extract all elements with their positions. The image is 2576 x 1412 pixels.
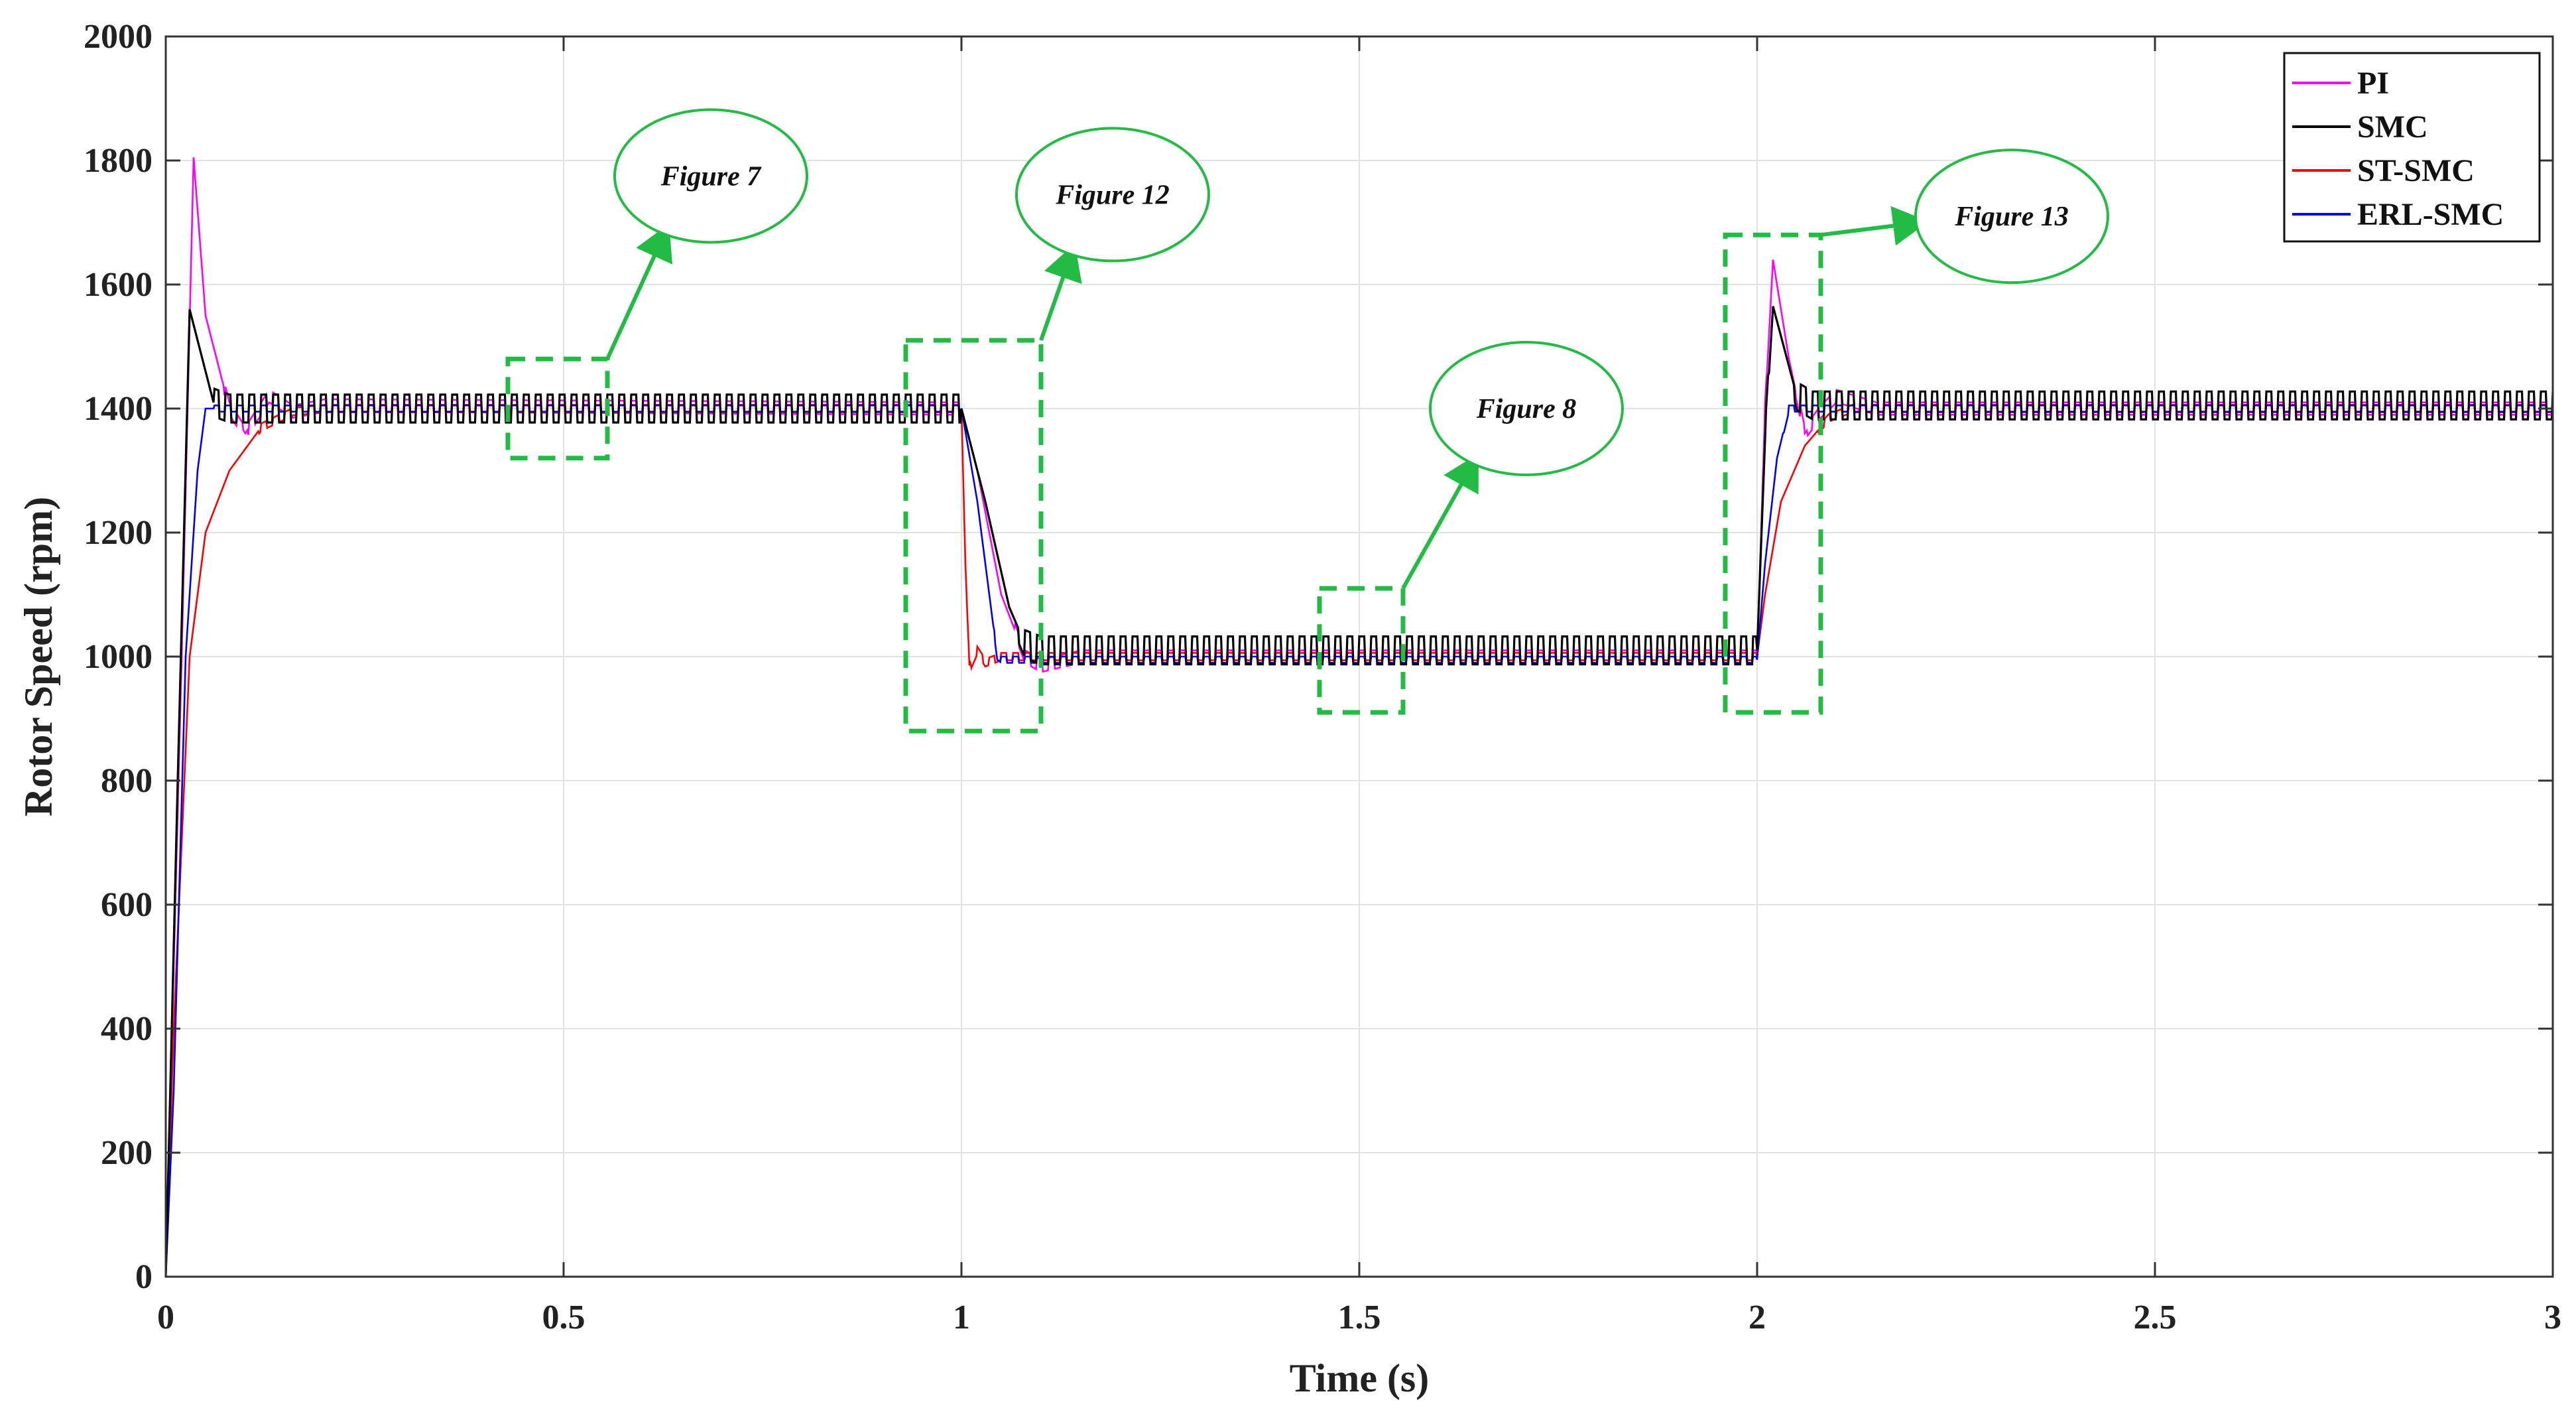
callout-arrow-2 xyxy=(1401,453,1479,590)
x-tick-label-6: 3 xyxy=(2544,1299,2561,1336)
y-axis-title: Rotor Speed (rpm) xyxy=(17,497,60,816)
legend: PI SMC ST-SMC ERL-SMC xyxy=(2283,52,2541,243)
callout-layer: Figure 7 Figure 12 Figure 8 Figure 13 xyxy=(505,108,2109,734)
callout-box-3 xyxy=(1723,232,1823,715)
x-axis-title: Time (s) xyxy=(1290,1356,1430,1400)
callout-arrow-0 xyxy=(605,224,673,360)
y-tick-label-2: 400 xyxy=(101,1010,153,1048)
callout-box-0 xyxy=(505,356,610,461)
y-tick-label-1: 200 xyxy=(101,1134,153,1172)
callout-label-0: Figure 7 xyxy=(660,161,763,192)
x-tick-label-5: 2.5 xyxy=(2134,1299,2177,1336)
callout-label-3: Figure 13 xyxy=(1954,202,2069,232)
axis-ticks: 0 0.5 1 1.5 2 2.5 3 0 200 400 600 800 1000 1200 1400 16… xyxy=(84,18,2561,1336)
legend-label-smc: SMC xyxy=(2357,109,2428,145)
callout-bubble-3 xyxy=(1914,149,2109,285)
callout-bubble-1 xyxy=(1015,127,1210,263)
y-tick-label-4: 800 xyxy=(101,762,153,800)
callout-label-1: Figure 12 xyxy=(1055,180,1170,210)
legend-box xyxy=(2283,52,2541,243)
callout-arrow-1 xyxy=(1039,243,1082,342)
callout-bubble-2 xyxy=(1429,341,1624,476)
callout-bubble-0 xyxy=(613,108,808,244)
y-tick-label-10: 2000 xyxy=(84,18,153,56)
y-tick-label-8: 1600 xyxy=(84,266,153,304)
y-tick-label-3: 600 xyxy=(101,886,153,924)
callout-box-2 xyxy=(1317,586,1406,715)
y-tick-label-5: 1000 xyxy=(84,638,153,676)
callout-label-2: Figure 8 xyxy=(1476,394,1577,424)
legend-label-pi: PI xyxy=(2357,66,2389,101)
y-tick-label-0: 0 xyxy=(135,1258,153,1296)
x-tick-label-4: 2 xyxy=(1748,1299,1766,1336)
x-tick-label-2: 1 xyxy=(953,1299,970,1336)
callout-box-1 xyxy=(903,338,1044,734)
x-tick-label-1: 0.5 xyxy=(542,1299,585,1336)
legend-label-st-smc: ST-SMC xyxy=(2357,153,2475,188)
series-layer xyxy=(164,157,2554,1277)
y-tick-label-7: 1400 xyxy=(84,390,153,428)
y-tick-label-6: 1200 xyxy=(84,514,153,552)
x-tick-label-0: 0 xyxy=(157,1299,174,1336)
callout-arrow-3 xyxy=(1820,206,1929,246)
series-line-smc xyxy=(164,306,2554,1277)
x-tick-label-3: 1.5 xyxy=(1338,1299,1381,1336)
legend-label-erl-smc: ERL-SMC xyxy=(2357,197,2504,232)
y-tick-label-9: 1800 xyxy=(84,142,153,180)
